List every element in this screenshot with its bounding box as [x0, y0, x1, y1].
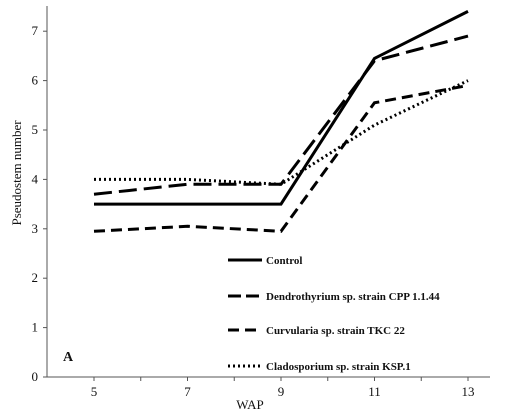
x-axis-title: WAP — [236, 397, 263, 410]
chart-axes: 0 1 2 3 4 5 6 7 5 7 9 11 13 — [32, 6, 490, 399]
y-tick-label: 7 — [32, 23, 39, 38]
y-tick-label: 0 — [32, 369, 39, 384]
series-line-curvularia — [93, 84, 469, 233]
x-tick-label: 5 — [91, 384, 98, 399]
legend-label-dendrothyrium: Dendrothyrium sp. strain CPP 1.1.44 — [266, 291, 440, 303]
legend-label-control: Control — [266, 255, 302, 267]
y-tick-label: 3 — [32, 221, 39, 236]
y-tick-label: 4 — [32, 171, 39, 186]
chart-series — [93, 10, 469, 233]
y-axis-title: Pseudostem number — [9, 120, 24, 226]
y-tick-label: 2 — [32, 270, 39, 285]
series-line-dendrothyrium — [93, 34, 469, 196]
y-tick-label: 5 — [32, 122, 39, 137]
x-tick-label: 13 — [462, 384, 475, 399]
x-tick-label: 9 — [278, 384, 285, 399]
series-line-control — [94, 10, 469, 206]
legend-label-curvularia: Curvularia sp. strain TKC 22 — [266, 325, 405, 337]
panel-label: A — [63, 350, 74, 365]
legend-label-cladosporium: Cladosporium sp. strain KSP.1 — [266, 361, 411, 373]
y-tick-label: 6 — [32, 73, 39, 88]
chart-legend: Control Dendrothyrium sp. strain CPP 1.1.… — [228, 255, 440, 373]
y-tick-label: 1 — [32, 320, 39, 335]
x-tick-label: 11 — [368, 384, 381, 399]
x-tick-label: 7 — [184, 384, 191, 399]
